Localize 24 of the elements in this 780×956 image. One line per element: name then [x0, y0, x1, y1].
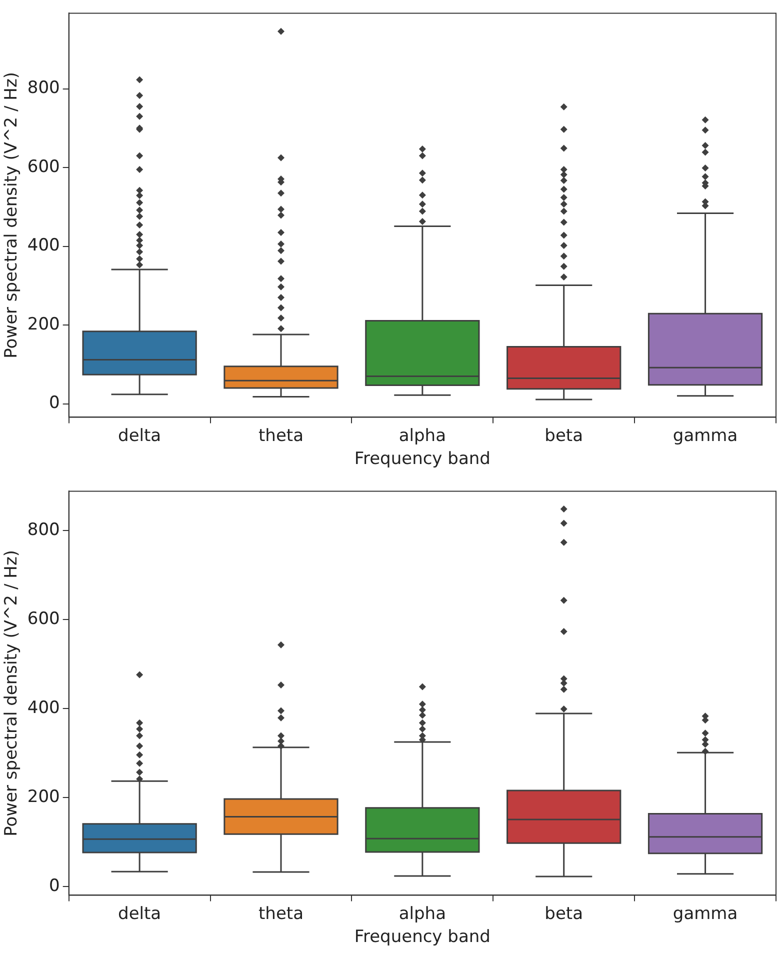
y-tick-label: 800: [27, 78, 60, 98]
x-axis-title: Frequency band: [354, 927, 490, 948]
x-tick-label: gamma: [672, 426, 738, 446]
x-tick-label: beta: [544, 904, 584, 924]
x-tick-label: theta: [258, 426, 304, 446]
x-tick-label: alpha: [398, 904, 446, 924]
y-tick-label: 0: [49, 393, 60, 414]
y-axis-title: Power spectral density (V^2 / Hz): [2, 550, 22, 836]
x-tick-label: beta: [544, 426, 584, 446]
y-tick-label: 600: [27, 156, 60, 177]
y-tick-label: 0: [49, 876, 60, 896]
y-tick-label: 600: [27, 608, 60, 629]
y-tick-label: 400: [27, 236, 60, 256]
x-axis-title: Frequency band: [354, 449, 490, 470]
x-tick-label: delta: [118, 426, 162, 446]
x-tick-label: theta: [258, 904, 304, 924]
x-tick-label: alpha: [398, 426, 446, 446]
y-tick-label: 800: [27, 520, 60, 540]
y-tick-label: 200: [27, 314, 60, 334]
y-tick-label: 400: [27, 698, 60, 718]
y-tick-label: 200: [27, 787, 60, 808]
y-axis-title: Power spectral density (V^2 / Hz): [2, 72, 22, 358]
x-tick-label: gamma: [672, 904, 738, 924]
x-tick-label: delta: [118, 904, 162, 924]
